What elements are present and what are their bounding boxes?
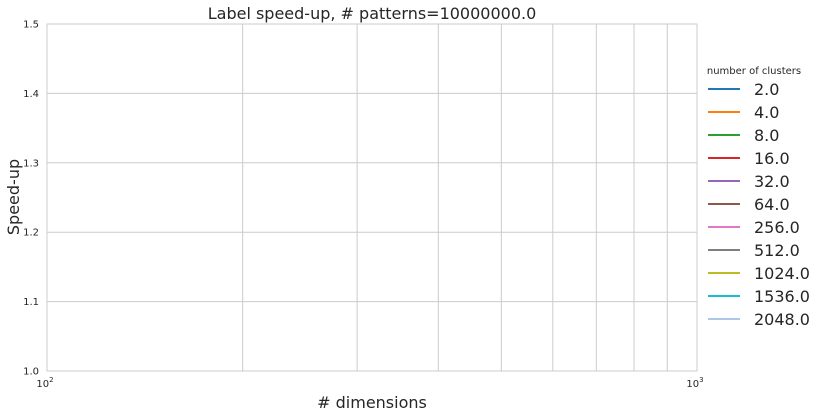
x-tick-label: 103 xyxy=(686,376,703,390)
chart-title: Label speed-up, # patterns=10000000.0 xyxy=(208,4,537,23)
legend-label: 4.0 xyxy=(754,103,779,122)
legend-label: 1536.0 xyxy=(754,287,810,306)
legend-entry: 1024.0 xyxy=(708,264,810,283)
legend: number of clusters 2.0 4.0 8.0 16.0 32.0 64.0… xyxy=(707,66,810,329)
x-axis-label: # dimensions xyxy=(317,393,427,412)
legend-label: 8.0 xyxy=(754,126,779,145)
legend-title: number of clusters xyxy=(707,66,801,77)
legend-label: 16.0 xyxy=(754,149,790,168)
legend-label: 256.0 xyxy=(754,218,800,237)
y-tick-label: 1.5 xyxy=(23,20,39,31)
legend-entry: 4.0 xyxy=(708,103,779,122)
plot-area xyxy=(46,23,698,372)
legend-entry: 1536.0 xyxy=(708,287,810,306)
legend-label: 512.0 xyxy=(754,241,800,260)
y-tick-label: 1.2 xyxy=(23,228,39,239)
y-tick-label: 1.1 xyxy=(23,297,39,308)
legend-entry: 256.0 xyxy=(708,218,800,237)
legend-entry: 8.0 xyxy=(708,126,779,145)
y-tick-label: 1.3 xyxy=(23,158,39,169)
y-axis-label: Speed-up xyxy=(4,159,23,235)
x-gridlines xyxy=(242,24,668,371)
legend-entry: 2048.0 xyxy=(708,310,810,329)
y-gridlines xyxy=(47,23,697,372)
x-tick-label: 102 xyxy=(36,376,53,390)
legend-entry: 32.0 xyxy=(708,172,790,191)
y-tick-label: 1.0 xyxy=(23,367,39,378)
legend-label: 2048.0 xyxy=(754,310,810,329)
y-tick-label: 1.4 xyxy=(23,89,39,100)
legend-label: 1024.0 xyxy=(754,264,810,283)
legend-label: 2.0 xyxy=(754,80,779,99)
legend-label: 32.0 xyxy=(754,172,790,191)
legend-entry: 64.0 xyxy=(708,195,790,214)
legend-entry: 512.0 xyxy=(708,241,800,260)
x-tick-labels: 102 103 xyxy=(36,376,703,390)
legend-entry: 2.0 xyxy=(708,80,779,99)
legend-entry: 16.0 xyxy=(708,149,790,168)
legend-label: 64.0 xyxy=(754,195,790,214)
y-tick-labels: 1.0 1.1 1.2 1.3 1.4 1.5 xyxy=(23,20,39,378)
